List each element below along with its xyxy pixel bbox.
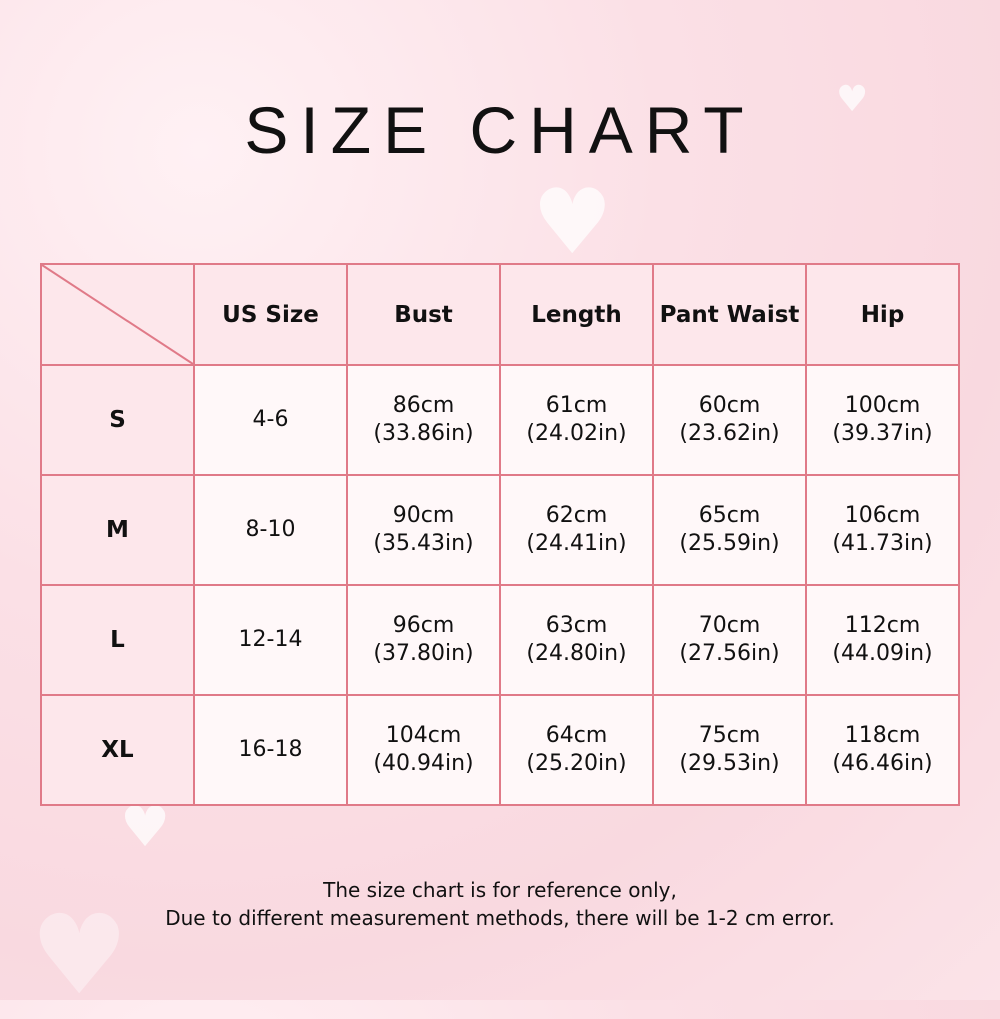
cell-in: (25.20in) xyxy=(526,751,627,776)
table-cell: 118cm (46.46in) xyxy=(805,694,960,806)
cell-in: (44.09in) xyxy=(832,641,933,666)
table-cell: 62cm (24.41in) xyxy=(499,474,654,586)
table-cell: 86cm (33.86in) xyxy=(346,364,501,476)
table-cell: 75cm (29.53in) xyxy=(652,694,807,806)
cell-cm: 75cm xyxy=(698,723,761,748)
column-header: Bust xyxy=(346,263,501,366)
cell-cm: 86cm xyxy=(392,393,455,418)
heart-icon: ♥ xyxy=(532,170,613,275)
table-row: L 12-14 96cm (37.80in) 63cm (24.80in) 70cm (27.… xyxy=(40,584,960,696)
cell-in: (35.43in) xyxy=(373,531,474,556)
cell-cm: 118cm xyxy=(844,723,921,748)
table-cell: 106cm (41.73in) xyxy=(805,474,960,586)
table-row: S 4-6 86cm (33.86in) 61cm (24.02in) 60cm (23.62… xyxy=(40,364,960,476)
cell-cm: 106cm xyxy=(844,503,921,528)
note-line: The size chart is for reference only, xyxy=(323,878,677,902)
table-cell: 12-14 xyxy=(193,584,348,696)
cell-in: (24.02in) xyxy=(526,421,627,446)
cell-in: (24.80in) xyxy=(526,641,627,666)
cell-cm: 61cm xyxy=(545,393,608,418)
table-cell: 70cm (27.56in) xyxy=(652,584,807,696)
table-cell: 96cm (37.80in) xyxy=(346,584,501,696)
cell-cm: 64cm xyxy=(545,723,608,748)
table-cell: 90cm (35.43in) xyxy=(346,474,501,586)
cell-cm: 16-18 xyxy=(238,737,303,762)
table-cell: 100cm (39.37in) xyxy=(805,364,960,476)
cell-in: (37.80in) xyxy=(373,641,474,666)
heart-icon: ♥ xyxy=(30,891,129,1019)
cell-in: (46.46in) xyxy=(832,751,933,776)
note-line: Due to different measurement methods, th… xyxy=(165,906,835,930)
size-label: S xyxy=(40,364,195,476)
table-cell: 63cm (24.80in) xyxy=(499,584,654,696)
cell-cm: 112cm xyxy=(844,613,921,638)
table-row: M 8-10 90cm (35.43in) 62cm (24.41in) 65cm (25.5… xyxy=(40,474,960,586)
cell-cm: 60cm xyxy=(698,393,761,418)
cell-cm: 104cm xyxy=(385,723,462,748)
column-header: Hip xyxy=(805,263,960,366)
table-cell: 65cm (25.59in) xyxy=(652,474,807,586)
cell-cm: 8-10 xyxy=(245,517,296,542)
table-cell: 60cm (23.62in) xyxy=(652,364,807,476)
header-row: US Size Bust Length Pant Waist Hip xyxy=(40,263,960,366)
table-cell: 61cm (24.02in) xyxy=(499,364,654,476)
cell-in: (25.59in) xyxy=(679,531,780,556)
size-label: XL xyxy=(40,694,195,806)
heart-icon: ♥ xyxy=(120,795,171,860)
cell-cm: 63cm xyxy=(545,613,608,638)
size-label: L xyxy=(40,584,195,696)
cell-in: (29.53in) xyxy=(679,751,780,776)
size-table: US Size Bust Length Pant Waist Hip S 4-6 8… xyxy=(40,263,960,806)
table-cell: 16-18 xyxy=(193,694,348,806)
disclaimer-note: The size chart is for reference only, Du… xyxy=(0,876,1000,932)
cell-in: (41.73in) xyxy=(832,531,933,556)
corner-cell xyxy=(40,263,195,366)
cell-cm: 96cm xyxy=(392,613,455,638)
table-row: XL 16-18 104cm (40.94in) 64cm (25.20in) 75cm (2… xyxy=(40,694,960,806)
size-label: M xyxy=(40,474,195,586)
cell-cm: 70cm xyxy=(698,613,761,638)
cell-in: (33.86in) xyxy=(373,421,474,446)
heart-icon: ♥ xyxy=(836,79,869,120)
cell-cm: 100cm xyxy=(844,393,921,418)
table-cell: 112cm (44.09in) xyxy=(805,584,960,696)
page-title: SIZE CHART xyxy=(244,93,756,167)
table-cell: 64cm (25.20in) xyxy=(499,694,654,806)
cell-in: (40.94in) xyxy=(373,751,474,776)
table-cell: 8-10 xyxy=(193,474,348,586)
cell-cm: 4-6 xyxy=(252,407,289,432)
cell-in: (27.56in) xyxy=(679,641,780,666)
cell-cm: 90cm xyxy=(392,503,455,528)
table-cell: 4-6 xyxy=(193,364,348,476)
cell-in: (23.62in) xyxy=(679,421,780,446)
diagonal-divider xyxy=(42,265,193,364)
cell-cm: 62cm xyxy=(545,503,608,528)
table-cell: 104cm (40.94in) xyxy=(346,694,501,806)
cell-in: (39.37in) xyxy=(832,421,933,446)
column-header: Pant Waist xyxy=(652,263,807,366)
cell-in: (24.41in) xyxy=(526,531,627,556)
cell-cm: 12-14 xyxy=(238,627,303,652)
column-header: Length xyxy=(499,263,654,366)
cell-cm: 65cm xyxy=(698,503,761,528)
column-header: US Size xyxy=(193,263,348,366)
